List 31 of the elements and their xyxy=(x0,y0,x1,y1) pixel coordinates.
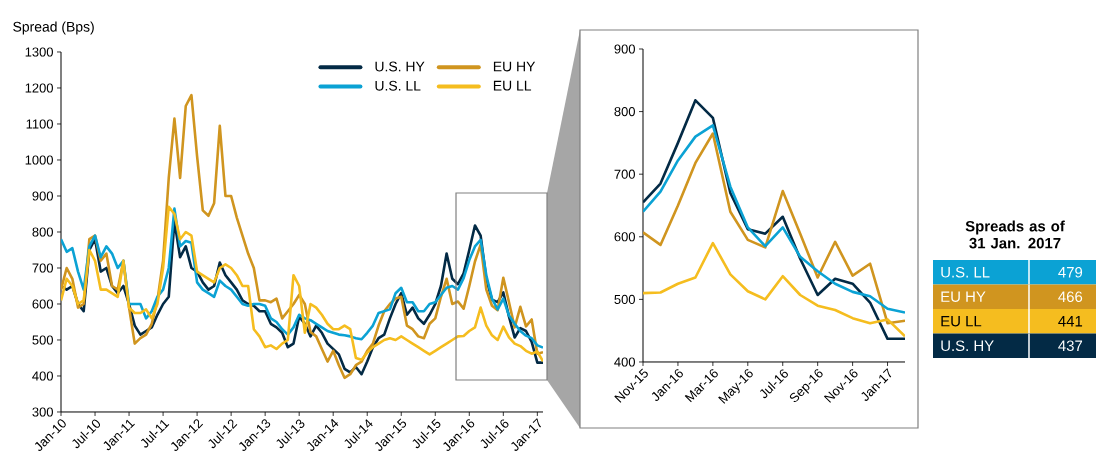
y-tick-label: 600 xyxy=(32,299,53,309)
y-axis-title: Spread (Bps) xyxy=(13,21,94,35)
category-label: EU LL xyxy=(941,316,982,327)
y-tick-label: 500 xyxy=(614,294,635,304)
y-tick-label: 900 xyxy=(614,44,635,54)
y-tick-label: 900 xyxy=(32,191,53,201)
legend-label: U.S. LL xyxy=(375,80,421,91)
data-label: 441 xyxy=(1058,316,1083,327)
legend-label: EU LL xyxy=(493,80,532,91)
y-tick-label: 400 xyxy=(614,357,635,367)
y-tick-label: 600 xyxy=(614,232,635,242)
y-tick-label: 700 xyxy=(614,169,635,179)
y-tick-label: 1300 xyxy=(25,47,53,57)
category-label: U.S. HY xyxy=(941,340,994,352)
category-label: U.S. LL xyxy=(941,266,990,278)
legend-label: U.S. HY xyxy=(375,61,425,72)
y-tick-label: 300 xyxy=(32,407,53,417)
y-tick-label: 400 xyxy=(32,371,53,381)
y-tick-label: 500 xyxy=(32,335,53,345)
data-label: 479 xyxy=(1058,266,1083,278)
y-tick-label: 800 xyxy=(614,107,635,117)
y-tick-label: 1000 xyxy=(25,155,53,165)
y-tick-label: 800 xyxy=(32,227,53,237)
y-tick-label: 1200 xyxy=(25,83,53,93)
data-label: 466 xyxy=(1058,291,1083,303)
text: Spreads as of 31 Jan. 2017 xyxy=(965,220,1065,249)
y-tick-label: 1100 xyxy=(26,119,53,129)
data-label: 437 xyxy=(1058,340,1083,352)
y-tick-label: 700 xyxy=(32,263,53,273)
legend-label: EU HY xyxy=(493,61,536,72)
category-label: EU HY xyxy=(941,291,986,302)
